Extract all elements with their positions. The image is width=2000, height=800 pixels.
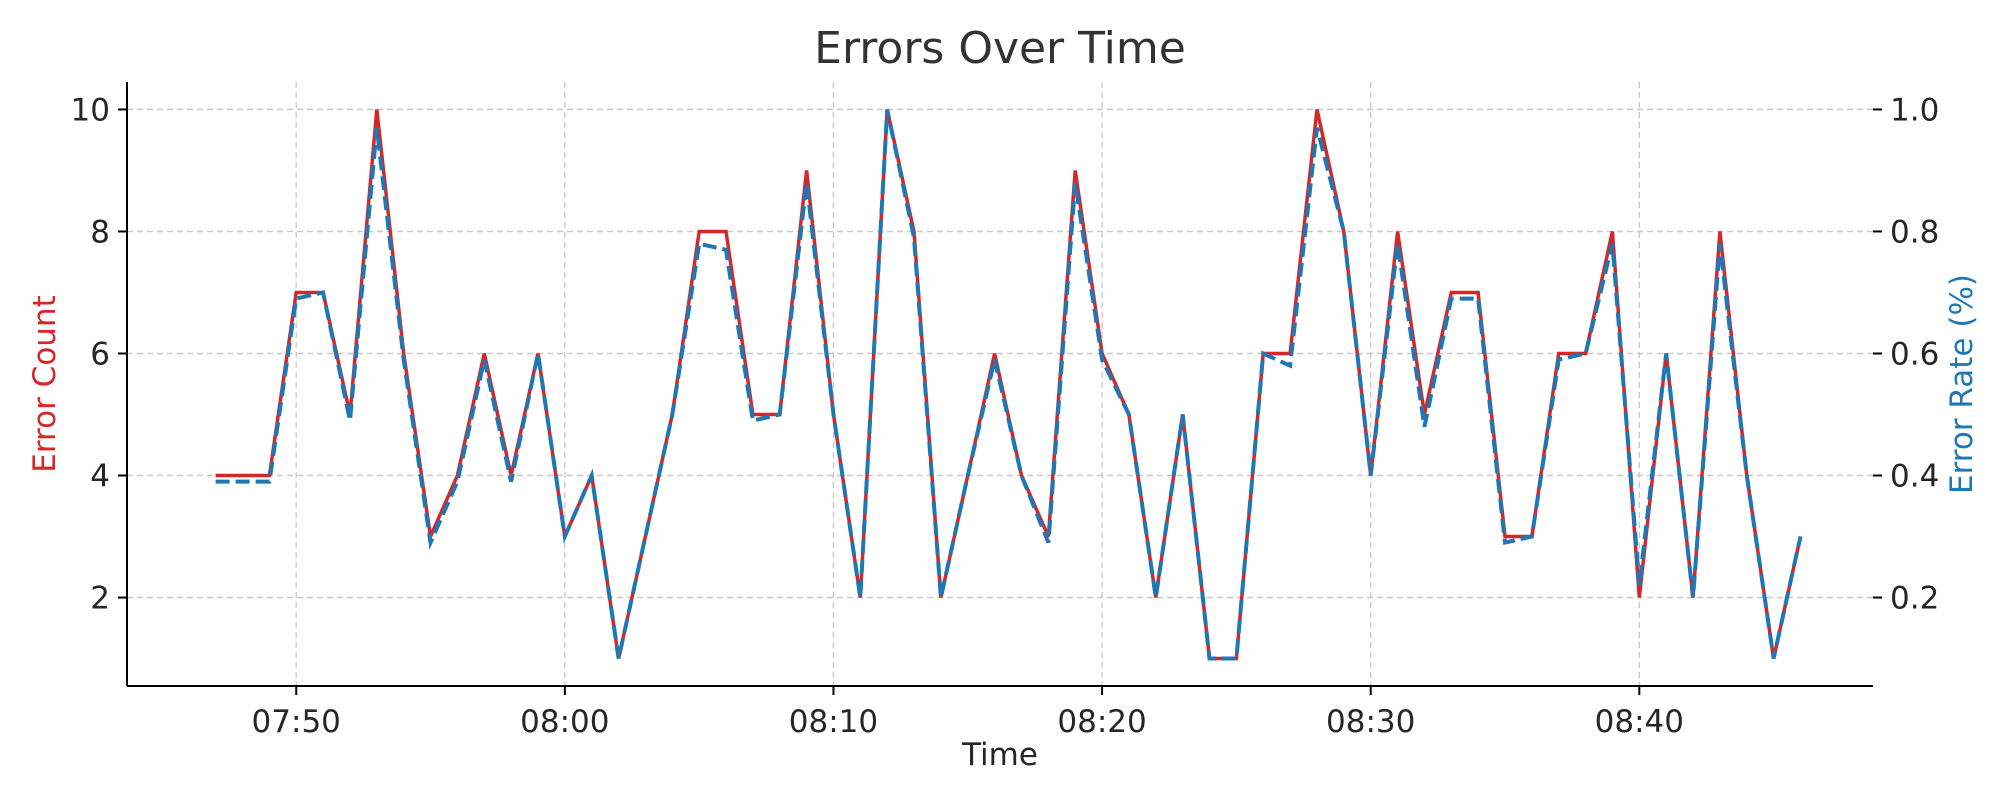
y-right-tick-label: 0.6 — [1890, 336, 1939, 372]
x-tick-label: 07:50 — [252, 704, 341, 740]
y-axis-right-title: Error Rate (%) — [1944, 274, 1980, 494]
y-left-tick-label: 4 — [90, 459, 110, 495]
y-right-tick-label: 0.2 — [1890, 581, 1939, 617]
x-tick-label: 08:40 — [1595, 704, 1684, 740]
y-axis-left-title: Error Count — [27, 295, 63, 472]
x-tick-label: 08:20 — [1057, 704, 1146, 740]
x-tick-label: 08:00 — [520, 704, 609, 740]
y-left-tick-label: 6 — [90, 336, 110, 372]
y-right-tick-label: 0.8 — [1890, 214, 1939, 250]
y-right-tick-label: 1.0 — [1890, 92, 1939, 128]
y-left-tick-label: 8 — [90, 214, 110, 250]
error-count-line — [215, 109, 1803, 661]
chart-title: Errors Over Time — [814, 23, 1186, 74]
axes: 07:50 08:00 08:10 08:20 08:30 08:40 2 4 6 8 10 0.2 0… — [71, 82, 1939, 740]
error-rate-line — [215, 109, 1803, 661]
x-tick-label: 08:10 — [789, 704, 878, 740]
x-axis-title: Time — [961, 737, 1038, 773]
x-tick-label: 08:30 — [1326, 704, 1415, 740]
y-right-tick-label: 0.4 — [1890, 459, 1939, 495]
y-left-tick-label: 10 — [71, 92, 110, 128]
series-lines — [215, 109, 1803, 661]
y-left-tick-label: 2 — [90, 581, 110, 617]
